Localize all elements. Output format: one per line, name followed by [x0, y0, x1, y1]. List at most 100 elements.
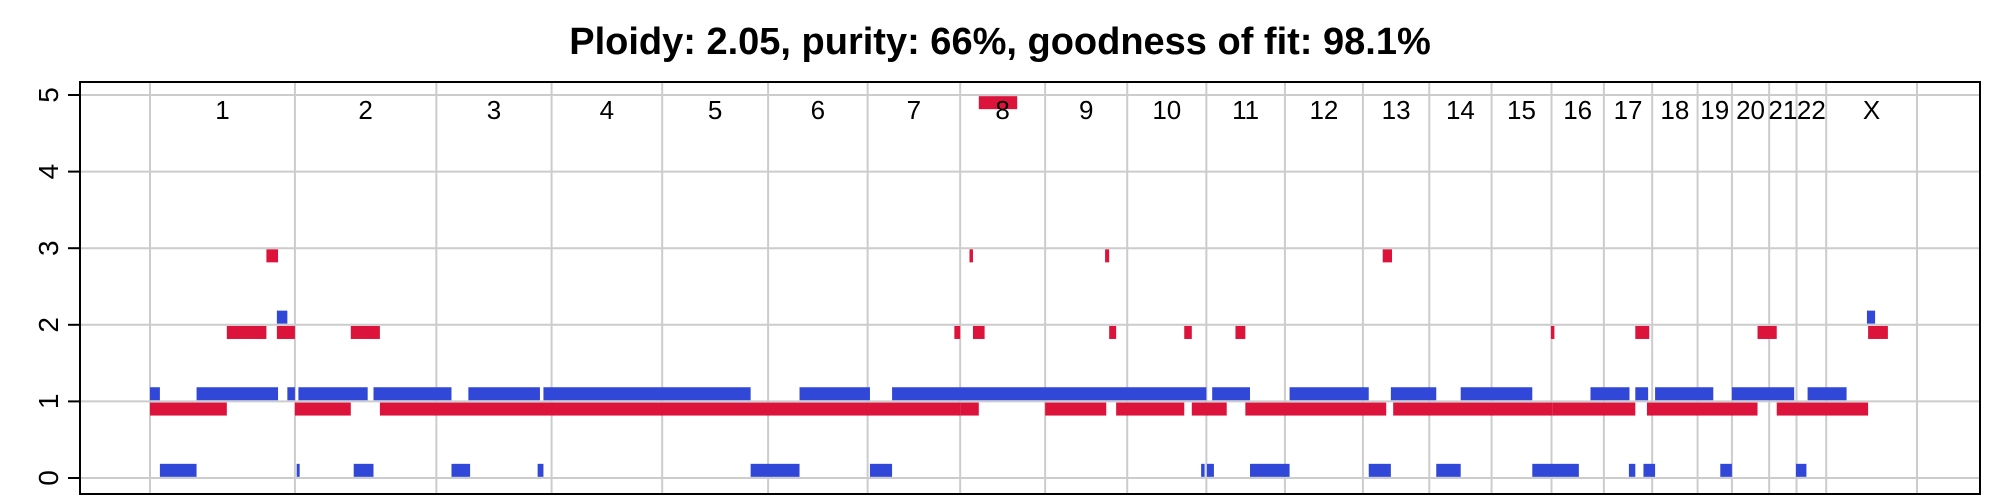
cn-segment: [1776, 402, 1869, 416]
chromosome-label: 12: [1309, 95, 1338, 125]
cn-segment: [960, 402, 979, 416]
chromosome-label: 21: [1768, 95, 1797, 125]
cn-segment: [298, 387, 368, 401]
cn-segment: [1235, 325, 1246, 339]
cn-segment: [294, 402, 351, 416]
cn-segment: [799, 387, 870, 401]
chromosome-label: 5: [708, 95, 722, 125]
cn-segment: [892, 387, 1207, 401]
cn-segment: [1532, 463, 1579, 477]
cn-segment: [226, 325, 267, 339]
chromosome-label: 8: [995, 95, 1009, 125]
cn-segment: [954, 325, 961, 339]
cn-segment: [1116, 402, 1185, 416]
cn-segment: [1105, 249, 1110, 263]
cn-segment: [1212, 387, 1251, 401]
cn-segment: [1643, 463, 1656, 477]
plot-frame: [79, 81, 1981, 495]
y-axis: 0 1 2 3 4 5: [33, 87, 81, 486]
chromosome-label: 15: [1507, 95, 1536, 125]
cn-segment: [543, 387, 751, 401]
cn-segment: [972, 325, 985, 339]
cn-segment: [1868, 325, 1888, 339]
cn-segment: [1201, 463, 1205, 477]
cn-segment: [159, 463, 197, 477]
chromosome-label: 17: [1614, 95, 1643, 125]
cn-segment: [296, 463, 300, 477]
y-tick-label: 2: [33, 317, 64, 333]
cn-segment: [1184, 325, 1192, 339]
chromosome-labels: 1 2 3 4 5 6 7 8 9 10 11 12 13 14 15 16 17 18 19 20 21 22 X: [215, 95, 1880, 125]
chromosome-label: 3: [487, 95, 501, 125]
cn-segment: [1720, 463, 1732, 477]
chromosome-label: 6: [811, 95, 825, 125]
chromosome-label: 20: [1736, 95, 1765, 125]
cn-segment: [1655, 387, 1714, 401]
cn-segment: [196, 387, 279, 401]
grid-lines: [80, 82, 1980, 494]
cn-segment: [1250, 463, 1290, 477]
cn-segment: [1866, 310, 1876, 324]
y-tick-label: 3: [33, 240, 64, 256]
cn-segment: [276, 310, 288, 324]
cn-segment: [1795, 463, 1807, 477]
cn-segment: [266, 249, 279, 263]
chromosome-label: 13: [1382, 95, 1411, 125]
cn-segment: [978, 96, 1018, 110]
chromosome-label: 2: [358, 95, 372, 125]
chromosome-label: 7: [907, 95, 921, 125]
cn-segment: [287, 387, 295, 401]
cn-segment: [373, 387, 452, 401]
cn-segment: [1368, 463, 1391, 477]
cn-segment: [1390, 387, 1437, 401]
cn-segment: [869, 463, 893, 477]
cn-segment: [150, 402, 227, 416]
cn-segment: [1460, 387, 1533, 401]
chromosome-label: 16: [1563, 95, 1592, 125]
chart-title: Ploidy: 2.05, purity: 66%, goodness of f…: [569, 21, 1431, 63]
chromosome-label: 9: [1079, 95, 1093, 125]
cn-segment: [969, 249, 973, 263]
cn-segment: [1393, 402, 1553, 416]
cn-segment: [1045, 402, 1107, 416]
cn-segment: [1646, 402, 1758, 416]
chromosome-label: 10: [1152, 95, 1181, 125]
cn-segment: [1109, 325, 1117, 339]
cn-segment: [451, 463, 471, 477]
cn-segment: [1731, 387, 1795, 401]
y-tick-label: 0: [33, 470, 64, 486]
cn-segment: [750, 463, 800, 477]
cn-segment: [276, 325, 295, 339]
y-tick-label: 4: [33, 164, 64, 180]
cn-segment: [379, 402, 961, 416]
cn-segment: [1191, 402, 1227, 416]
segment-marks: [150, 96, 1888, 477]
cn-segment: [1628, 463, 1636, 477]
cn-segment: [1590, 387, 1630, 401]
cn-segment: [1635, 387, 1649, 401]
cn-segment: [1245, 402, 1387, 416]
chromosome-label: 19: [1700, 95, 1729, 125]
chromosome-label: 14: [1446, 95, 1475, 125]
cn-segment: [1635, 325, 1650, 339]
chromosome-label: X: [1863, 95, 1880, 125]
cn-segment: [1552, 402, 1636, 416]
cn-segment: [350, 325, 380, 339]
chromosome-label: 1: [215, 95, 229, 125]
chromosome-label: 18: [1660, 95, 1689, 125]
cn-segment: [1206, 463, 1214, 477]
chromosome-label: 22: [1797, 95, 1826, 125]
cn-segment: [1550, 325, 1555, 339]
cn-segment: [1807, 387, 1847, 401]
cn-segment: [1757, 325, 1777, 339]
y-tick-label: 1: [33, 394, 64, 410]
y-tick-label: 5: [33, 87, 64, 103]
cn-segment: [1289, 387, 1369, 401]
cn-segment: [468, 387, 540, 401]
cn-segment: [150, 387, 160, 401]
chromosome-label: 11: [1232, 95, 1259, 125]
chromosome-label: 4: [600, 95, 614, 125]
cn-segment: [537, 463, 544, 477]
cn-segment: [1382, 249, 1393, 263]
